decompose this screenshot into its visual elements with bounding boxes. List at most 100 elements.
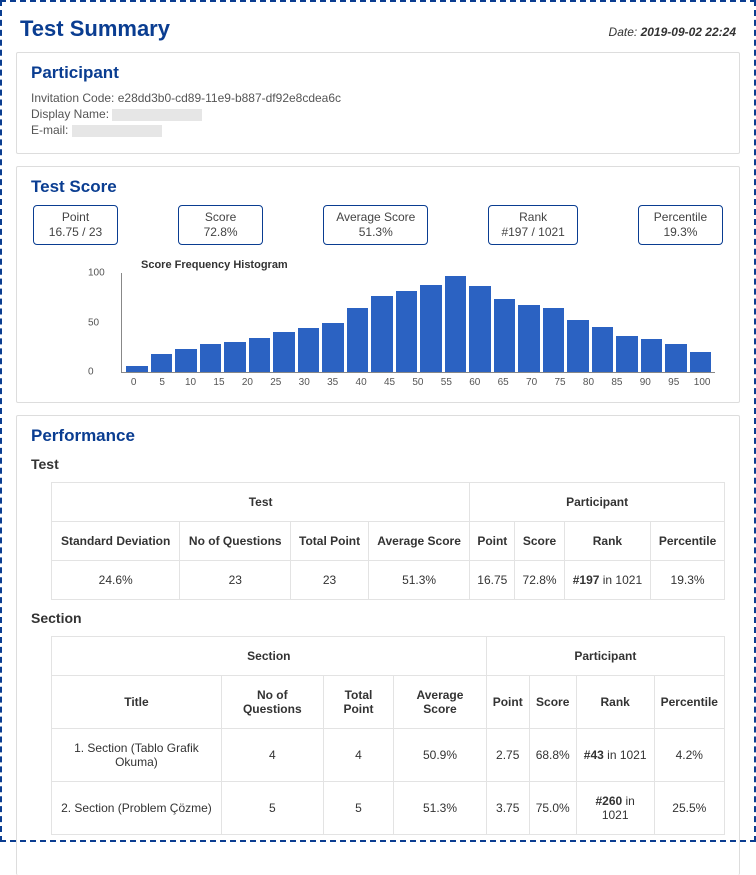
xtick: 60 xyxy=(462,377,487,388)
histogram-bar xyxy=(420,285,442,372)
cell-std: 24.6% xyxy=(52,561,180,600)
col-head: Score xyxy=(529,676,576,729)
histogram-bar xyxy=(445,276,467,372)
col-head: Rank xyxy=(576,676,654,729)
ytick: 0 xyxy=(88,367,94,378)
col-head: Percentile xyxy=(654,676,724,729)
test-subhead: Test xyxy=(31,456,725,472)
cell-rank: #43 in 1021 xyxy=(576,729,654,782)
xtick: 90 xyxy=(633,377,658,388)
histogram-bar xyxy=(298,328,320,372)
ytick: 50 xyxy=(88,317,99,328)
histogram-bar xyxy=(249,338,271,372)
xtick: 5 xyxy=(149,377,174,388)
cell-point: 3.75 xyxy=(486,782,529,835)
stat-box: Point16.75 / 23 xyxy=(33,205,118,245)
stat-row: Point16.75 / 23 Score72.8% Average Score51… xyxy=(33,205,723,245)
xtick: 50 xyxy=(405,377,430,388)
histogram-bar xyxy=(543,308,565,372)
stat-box: Average Score51.3% xyxy=(323,205,428,245)
cell-score: 68.8% xyxy=(529,729,576,782)
stat-value: 16.75 / 23 xyxy=(46,225,105,239)
col-head: Point xyxy=(486,676,529,729)
xtick: 45 xyxy=(377,377,402,388)
stat-label: Score xyxy=(191,210,250,224)
stat-value: 51.3% xyxy=(336,225,415,239)
performance-panel: Performance Test Test Participant Standa… xyxy=(16,415,740,875)
rank-in: in 1021 xyxy=(599,573,642,587)
email-redacted xyxy=(72,125,162,137)
cell-avg: 51.3% xyxy=(394,782,486,835)
date-value: 2019-09-02 22:24 xyxy=(641,25,736,39)
histogram-title: Score Frequency Histogram xyxy=(141,259,715,271)
cell-tp: 5 xyxy=(323,782,394,835)
stat-value: #197 / 1021 xyxy=(501,225,564,239)
col-head: Percentile xyxy=(651,522,725,561)
histogram-bar xyxy=(518,305,540,372)
xtick: 25 xyxy=(263,377,288,388)
cell-pct: 25.5% xyxy=(654,782,724,835)
cell-tp: 23 xyxy=(291,561,369,600)
cell-title: 1. Section (Tablo Grafik Okuma) xyxy=(52,729,222,782)
test-score-panel: Test Score Point16.75 / 23 Score72.8% Aver… xyxy=(16,166,740,403)
date-label: Date: xyxy=(609,25,638,39)
xtick: 75 xyxy=(547,377,572,388)
stat-box: Percentile19.3% xyxy=(638,205,723,245)
page-date: Date: 2019-09-02 22:24 xyxy=(609,25,736,39)
histogram-bars xyxy=(126,273,711,372)
cell-score: 72.8% xyxy=(515,561,564,600)
group-head-test: Test xyxy=(52,483,470,522)
histogram-bar xyxy=(592,327,614,372)
stat-value: 72.8% xyxy=(191,225,250,239)
stat-label: Rank xyxy=(501,210,564,224)
histogram-bar xyxy=(641,339,663,372)
col-head: Score xyxy=(515,522,564,561)
cell-rank: #260 in 1021 xyxy=(576,782,654,835)
histogram-bar xyxy=(469,286,491,372)
histogram-bar xyxy=(494,299,516,372)
histogram-wrap: Score Frequency Histogram 050100 0510152… xyxy=(81,259,715,388)
col-head: No of Questions xyxy=(180,522,291,561)
page-title: Test Summary xyxy=(20,16,170,42)
xtick: 95 xyxy=(661,377,686,388)
col-head: Rank xyxy=(564,522,650,561)
xtick: 85 xyxy=(604,377,629,388)
display-name-redacted xyxy=(112,109,202,121)
xtick: 0 xyxy=(121,377,146,388)
cell-nq: 5 xyxy=(221,782,323,835)
table-row: 2. Section (Problem Çözme)5551.3%3.7575.… xyxy=(52,782,725,835)
cell-rank: #197 in 1021 xyxy=(564,561,650,600)
invitation-label: Invitation Code: xyxy=(31,91,114,105)
cell-point: 16.75 xyxy=(470,561,515,600)
stat-box: Rank#197 / 1021 xyxy=(488,205,577,245)
col-head: Average Score xyxy=(368,522,469,561)
cell-tp: 4 xyxy=(323,729,394,782)
stat-label: Point xyxy=(46,210,105,224)
xtick: 40 xyxy=(348,377,373,388)
histogram-bar xyxy=(690,352,712,372)
histogram-bar xyxy=(322,323,344,373)
histogram-bar xyxy=(665,344,687,372)
group-head-section: Section xyxy=(52,637,487,676)
xtick: 80 xyxy=(576,377,601,388)
col-head: Total Point xyxy=(323,676,394,729)
table-row: 24.6% 23 23 51.3% 16.75 72.8% #197 in 10… xyxy=(52,561,725,600)
col-head: Standard Deviation xyxy=(52,522,180,561)
cell-score: 75.0% xyxy=(529,782,576,835)
performance-heading: Performance xyxy=(31,426,725,446)
stat-label: Percentile xyxy=(651,210,710,224)
stat-label: Average Score xyxy=(336,210,415,224)
cell-pct: 19.3% xyxy=(651,561,725,600)
histogram-bar xyxy=(200,344,222,372)
xtick: 100 xyxy=(689,377,714,388)
test-score-heading: Test Score xyxy=(31,177,725,197)
cell-title: 2. Section (Problem Çözme) xyxy=(52,782,222,835)
display-name-label: Display Name: xyxy=(31,107,109,121)
histogram-bar xyxy=(273,332,295,372)
histogram-bar xyxy=(567,320,589,372)
cell-avg: 51.3% xyxy=(368,561,469,600)
histogram-chart: 050100 xyxy=(121,273,715,373)
cell-avg: 50.9% xyxy=(394,729,486,782)
section-table: Section Participant TitleNo of Questions… xyxy=(51,636,725,835)
histogram-bar xyxy=(126,366,148,372)
